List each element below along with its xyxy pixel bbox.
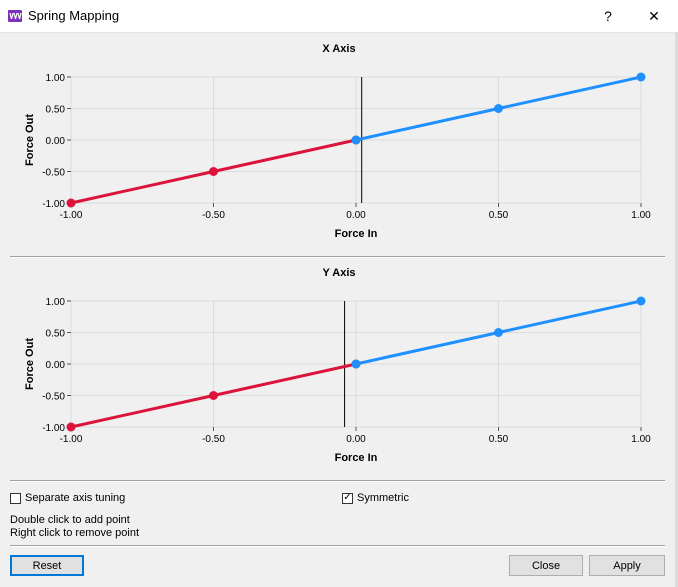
y-axis-label: Force Out [24, 338, 36, 390]
data-point[interactable] [66, 198, 76, 208]
data-point[interactable] [209, 167, 218, 176]
data-point[interactable] [351, 135, 361, 145]
x-tick-label: 0.50 [489, 434, 509, 445]
reset-button[interactable]: Reset [10, 555, 84, 576]
y-tick-label: 0.00 [46, 360, 66, 371]
separate-axis-label: Separate axis tuning [25, 492, 126, 504]
symmetric-label: Symmetric [357, 492, 409, 504]
y-tick-label: -0.50 [42, 392, 65, 403]
x-tick-label: -1.00 [60, 210, 83, 221]
symmetric-option[interactable]: ✓ Symmetric [342, 492, 409, 504]
data-point[interactable] [494, 104, 503, 113]
apply-button[interactable]: Apply [589, 555, 665, 576]
data-point[interactable] [636, 296, 646, 306]
x-tick-label: 0.00 [346, 434, 366, 445]
x-axis-label: Force In [335, 452, 378, 464]
data-point[interactable] [209, 391, 218, 400]
data-point[interactable] [66, 422, 76, 432]
x-tick-label: -0.50 [202, 434, 225, 445]
x-tick-label: -0.50 [202, 210, 225, 221]
options-divider [10, 480, 665, 482]
x-axis-chart-panel: X Axis 1.00 0.50 0.00 -0.50 -1.00 -1.00 -0.50 0.… [0, 36, 678, 246]
separate-axis-option[interactable]: Separate axis tuning [10, 492, 125, 504]
y-axis-label: Force Out [24, 114, 36, 166]
x-tick-label: 1.00 [631, 210, 651, 221]
y-tick-label: 0.50 [46, 329, 66, 340]
x-tick-label: 0.50 [489, 210, 509, 221]
y-tick-label: 1.00 [46, 297, 66, 308]
data-point[interactable] [494, 328, 503, 337]
data-point[interactable] [351, 359, 361, 369]
x-axis-chart[interactable]: X Axis 1.00 0.50 0.00 -0.50 -1.00-1.00 -0.50 0.… [0, 36, 678, 246]
hint-add-point: Double click to add point [10, 514, 130, 526]
y-tick-label: 0.00 [46, 136, 66, 147]
buttons-divider [10, 545, 665, 547]
y-tick-label: 1.00 [46, 73, 66, 84]
x-tick-label: 1.00 [631, 434, 651, 445]
close-button[interactable]: Close [509, 555, 583, 576]
help-button[interactable]: ? [604, 8, 612, 24]
chart-title: X Axis [322, 43, 355, 55]
y-tick-label: 0.50 [46, 105, 66, 116]
window-title: Spring Mapping [28, 8, 120, 23]
window-close-button[interactable]: ✕ [632, 0, 676, 32]
title-bar: Spring Mapping ? ✕ [0, 0, 678, 33]
x-axis-label: Force In [335, 228, 378, 240]
x-tick-label: 0.00 [346, 210, 366, 221]
window-edge [675, 32, 678, 587]
chart-title: Y Axis [322, 267, 355, 279]
data-point[interactable] [636, 72, 646, 82]
close-icon: ✕ [648, 7, 660, 24]
x-tick-label: -1.00 [60, 434, 83, 445]
y-axis-chart[interactable]: Y Axis 1.00 0.50 0.00 -0.50 -1.00-1.00 -0.50 0.… [0, 260, 678, 470]
y-tick-label: -0.50 [42, 168, 65, 179]
y-axis-chart-panel: Y Axis 1.00 0.50 0.00 -0.50 -1.00 -1.00 -0.50 0.… [0, 260, 678, 470]
y-tick-label: -1.00 [42, 423, 65, 434]
y-tick-label: -1.00 [42, 199, 65, 210]
hint-remove-point: Right click to remove point [10, 527, 139, 539]
symmetric-checkbox[interactable]: ✓ [342, 492, 353, 504]
app-logo-icon [8, 10, 22, 22]
separate-axis-checkbox[interactable] [10, 492, 21, 504]
chart-divider [10, 256, 665, 258]
